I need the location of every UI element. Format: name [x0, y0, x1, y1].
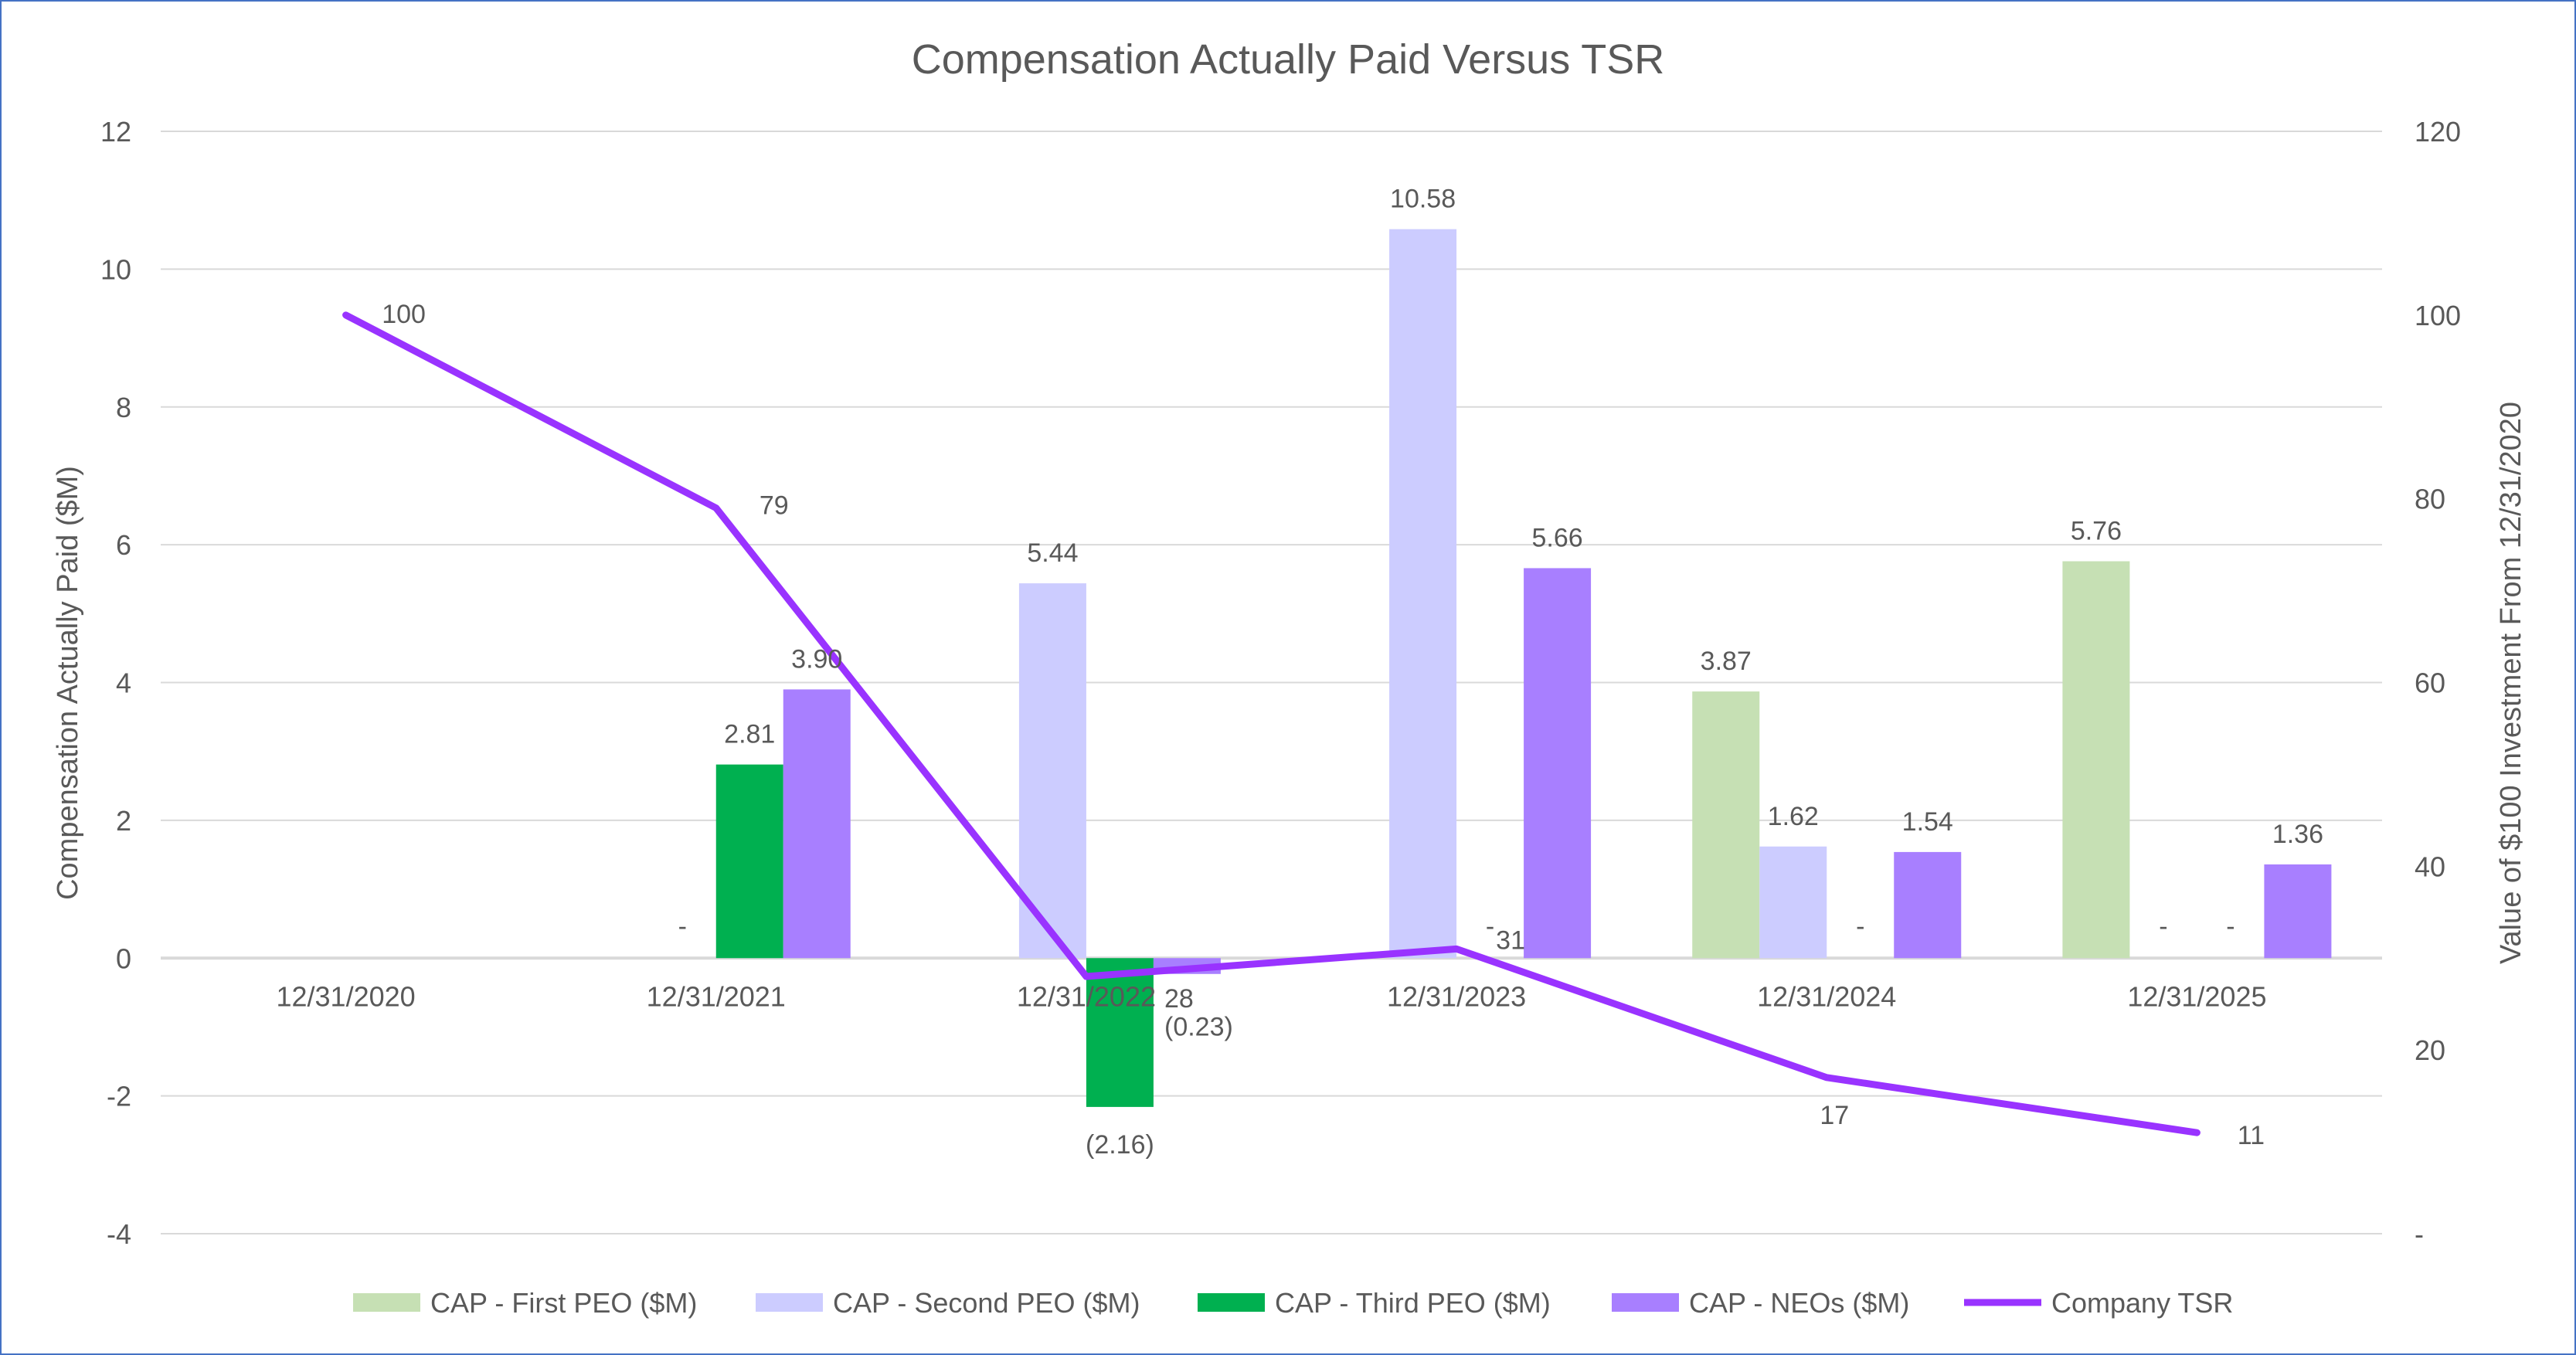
bar-data-label: (0.23)	[1164, 1012, 1233, 1041]
bar	[2062, 561, 2130, 959]
y2-tick-label: -	[2415, 1218, 2424, 1250]
x-tick-label: 12/31/2022	[1017, 980, 1156, 1012]
legend-label: CAP - Third PEO ($M)	[1275, 1287, 1551, 1319]
y-tick-label: 0	[116, 942, 131, 974]
y2-tick-label: 40	[2415, 851, 2445, 882]
y-tick-label: 6	[116, 529, 131, 561]
bar-data-label: 5.66	[1531, 523, 1582, 552]
bar	[1086, 958, 1154, 1107]
bar	[1894, 851, 1962, 959]
y-tick-label: 10	[100, 253, 131, 285]
tsr-point	[1085, 976, 1087, 978]
y-tick-label: 2	[116, 805, 131, 837]
y-axis-label: Compensation Actually Paid ($M)	[52, 466, 84, 900]
legend-label: CAP - Second PEO ($M)	[833, 1287, 1140, 1319]
bar-data-label: 1.54	[1902, 807, 1953, 837]
tsr-point	[715, 507, 717, 509]
bar-data-label: -	[2159, 912, 2167, 941]
bar-data-label: 5.76	[2071, 517, 2122, 546]
y-tick-label: 4	[116, 667, 131, 699]
x-tick-label: 12/31/2025	[2127, 980, 2266, 1012]
tsr-data-label: 11	[2238, 1121, 2265, 1150]
bar	[1692, 691, 1760, 959]
legend-swatch	[756, 1293, 823, 1312]
bar	[1389, 229, 1457, 959]
tsr-data-label: 79	[760, 491, 789, 521]
tsr-line	[342, 311, 2200, 1136]
bar-data-label: -	[678, 912, 687, 941]
bar-data-label: 3.90	[791, 644, 842, 674]
tsr-point	[2196, 1132, 2198, 1134]
x-tick-label: 12/31/2021	[647, 980, 786, 1012]
bar-data-label: -	[1856, 912, 1864, 941]
y-tick-label: -2	[107, 1081, 131, 1112]
bar-data-label: -	[1486, 912, 1494, 941]
legend-label: CAP - NEOs ($M)	[1689, 1287, 1909, 1319]
y2-tick-label: 80	[2415, 484, 2445, 515]
bar-data-label: (2.16)	[1086, 1130, 1154, 1160]
x-tick-label: 12/31/2020	[276, 980, 415, 1012]
y2-tick-label: 20	[2415, 1034, 2445, 1066]
bar-data-label: 1.62	[1768, 802, 1819, 831]
tsr-data-label: 100	[382, 300, 426, 329]
legend-label: Company TSR	[2051, 1287, 2233, 1319]
chart-title: Compensation Actually Paid Versus TSR	[912, 36, 1665, 83]
y2-axis-label: Value of $100 Investment From 12/31/2020	[2495, 402, 2527, 964]
bar	[1018, 583, 1086, 959]
legend-label: CAP - First PEO ($M)	[430, 1287, 697, 1319]
tsr-data-label: 17	[1820, 1101, 1849, 1130]
legend-swatch	[353, 1293, 420, 1312]
bar	[715, 764, 783, 959]
bar-data-label: 2.81	[724, 720, 775, 749]
legend-swatch	[1198, 1293, 1265, 1312]
tsr-point	[345, 314, 347, 316]
x-tick-label: 12/31/2023	[1387, 980, 1526, 1012]
x-tick-label: 12/31/2024	[1757, 980, 1896, 1012]
y2-tick-label: 120	[2415, 116, 2461, 148]
bar	[1759, 846, 1827, 959]
bar-data-label: 3.87	[1701, 647, 1752, 676]
y2-tick-label: 100	[2415, 300, 2461, 331]
tsr-point	[1826, 1076, 1828, 1078]
tsr-data-label: 28	[1164, 984, 1194, 1014]
bar	[783, 689, 851, 959]
tsr-data-label: 31	[1496, 925, 1525, 955]
bar-data-label: 10.58	[1390, 185, 1456, 214]
y-tick-label: -4	[107, 1218, 131, 1250]
bar-data-label: 5.44	[1027, 538, 1078, 568]
bar	[1524, 568, 1592, 959]
bar-data-label: 1.36	[2272, 820, 2323, 849]
y-tick-label: 12	[100, 116, 131, 148]
legend-swatch	[1612, 1293, 1679, 1312]
y2-tick-label: 60	[2415, 667, 2445, 699]
bar-data-label: -	[2226, 912, 2234, 941]
tsr-point	[1456, 948, 1458, 950]
bar	[2264, 864, 2332, 959]
y-tick-label: 8	[116, 392, 131, 423]
